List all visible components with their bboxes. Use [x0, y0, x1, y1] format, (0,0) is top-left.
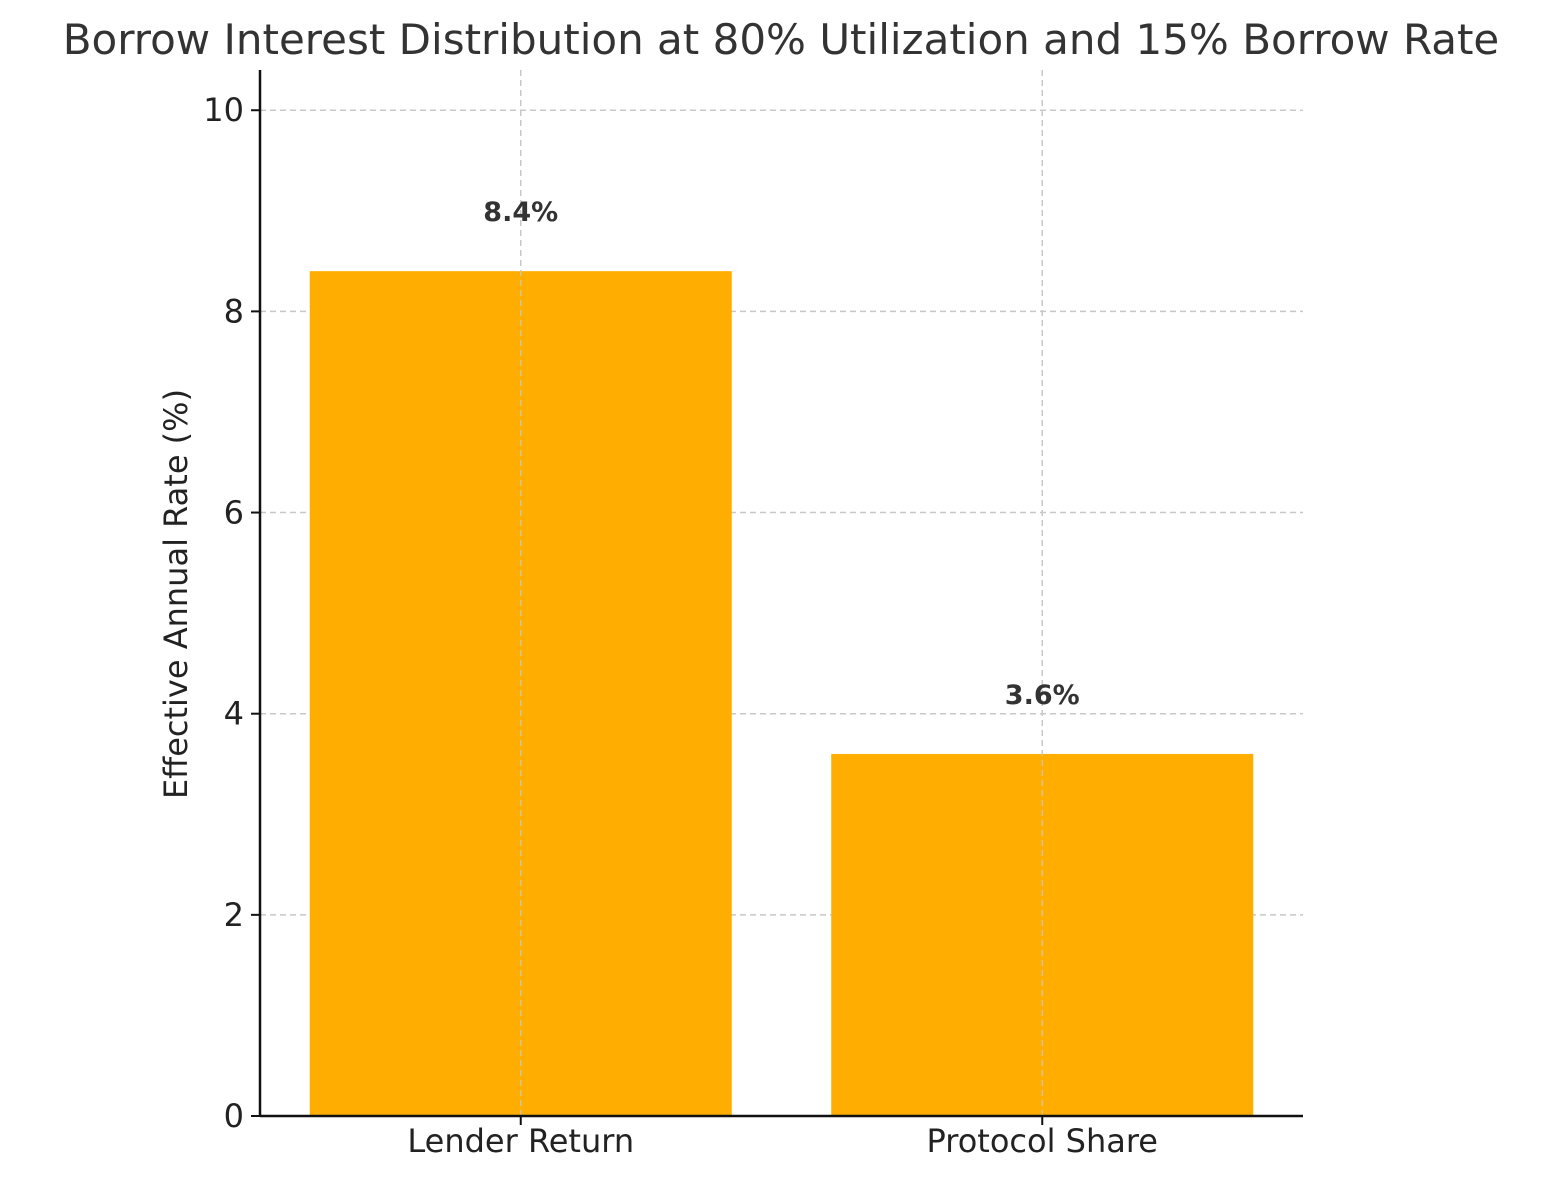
y-tick-label-4: 4 — [224, 695, 244, 733]
y-tick-label-0: 0 — [224, 1097, 244, 1135]
y-tick-label-2: 2 — [224, 896, 244, 934]
label-layer: 0 2 4 6 8 10 Lender Return Protocol Share 8.4% 3.… — [203, 91, 1158, 1160]
bar-layer — [309, 70, 1254, 1117]
x-tick-label-lender-return: Lender Return — [407, 1122, 634, 1160]
chart-title: Borrow Interest Distribution at 80% Util… — [63, 15, 1500, 64]
axis-layer — [251, 70, 1303, 1125]
data-label-protocol-share: 3.6% — [1005, 680, 1080, 711]
y-tick-label-10: 10 — [203, 91, 244, 129]
x-tick-label-protocol-share: Protocol Share — [927, 1122, 1158, 1160]
y-tick-label-8: 8 — [224, 292, 244, 330]
y-tick-label-6: 6 — [224, 494, 244, 532]
data-label-lender-return: 8.4% — [483, 197, 558, 228]
y-axis-label: Effective Annual Rate (%) — [157, 389, 195, 799]
